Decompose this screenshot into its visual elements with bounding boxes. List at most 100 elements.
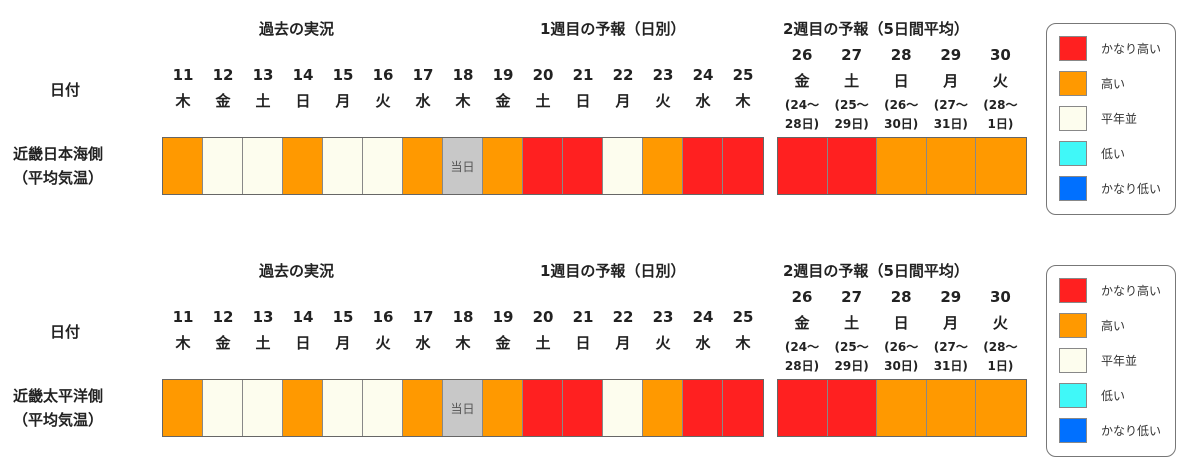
- weekday-label: 水: [695, 334, 711, 352]
- date-number: 17: [412, 308, 434, 326]
- legend-swatch: [1059, 71, 1087, 96]
- region-name: 近畿太平洋側: [13, 387, 104, 405]
- legend-label: 低い: [1101, 147, 1126, 161]
- temperature-cell: [523, 380, 563, 436]
- legend-item: かなり高い: [1059, 36, 1161, 61]
- date-number: 16: [372, 66, 394, 84]
- date-number: 22: [612, 66, 634, 84]
- region-name: 近畿日本海側: [13, 145, 104, 163]
- date-number: 13: [252, 308, 274, 326]
- period-range-start: (25〜: [834, 340, 869, 354]
- weekday-label: 金: [794, 314, 810, 332]
- weekday-label: 月: [615, 334, 631, 352]
- period-range-end: 1日): [987, 359, 1014, 373]
- date-number: 16: [372, 308, 394, 326]
- weekday-label: 水: [695, 92, 711, 110]
- date-number: 11: [172, 308, 194, 326]
- weekday-label: 土: [844, 72, 860, 90]
- temperature-cell: [683, 138, 723, 194]
- period-range-start: (28〜: [983, 98, 1018, 112]
- header-week1: 1週目の予報（日別）: [540, 262, 686, 280]
- date-number: 15: [332, 66, 354, 84]
- weekday-label: 金: [495, 334, 511, 352]
- weekday-label: 木: [455, 334, 471, 352]
- region-subtitle: （平均気温）: [13, 169, 104, 187]
- date-number: 29: [940, 288, 962, 306]
- weekday-label: 木: [175, 334, 191, 352]
- temperature-cell: [163, 138, 203, 194]
- region-subtitle: （平均気温）: [13, 411, 104, 429]
- temperature-cell: [723, 138, 763, 194]
- period-range-start: (26〜: [884, 340, 919, 354]
- temperature-cell: [643, 380, 683, 436]
- period-range-end: 28日): [784, 117, 820, 131]
- weekday-label: 火: [375, 334, 391, 352]
- temperature-cell: [403, 138, 443, 194]
- weekday-label: 日: [893, 72, 909, 90]
- temperature-cell: [163, 380, 203, 436]
- date-number: 19: [492, 308, 514, 326]
- today-cell: 当日: [443, 138, 483, 194]
- temperature-cell: [323, 380, 363, 436]
- temperature-cell: [926, 380, 977, 436]
- legend-label: 平年並: [1101, 354, 1138, 368]
- weekday-label: 金: [794, 72, 810, 90]
- legend-swatch: [1059, 176, 1087, 201]
- weekday-label: 日: [575, 92, 591, 110]
- temperature-cell: [203, 138, 243, 194]
- weekday-label: 木: [735, 92, 751, 110]
- weekday-label: 火: [375, 92, 391, 110]
- temperature-cell: [283, 380, 323, 436]
- header-past: 過去の実況: [259, 262, 335, 280]
- legend-item: 低い: [1059, 383, 1125, 408]
- temperature-cell: [778, 380, 828, 436]
- weekday-label: 木: [455, 92, 471, 110]
- weekday-label: 水: [415, 334, 431, 352]
- date-number: 24: [692, 66, 714, 84]
- legend-swatch: [1059, 348, 1087, 373]
- date-number: 28: [890, 46, 912, 64]
- weekday-label: 火: [992, 314, 1008, 332]
- header-week1: 1週目の予報（日別）: [540, 20, 686, 38]
- period-range-start: (27〜: [933, 340, 968, 354]
- temperature-cell: [243, 138, 283, 194]
- legend-item: 高い: [1059, 71, 1125, 96]
- date-label: 日付: [50, 81, 81, 99]
- temperature-cell: [323, 138, 363, 194]
- period-range-end: 31日): [933, 359, 968, 373]
- legend-item: 平年並: [1059, 106, 1137, 131]
- weekday-label: 水: [415, 92, 431, 110]
- header-past: 過去の実況: [259, 20, 335, 38]
- date-number: 29: [940, 46, 962, 64]
- weekday-label: 金: [215, 334, 231, 352]
- period-range-end: 30日): [884, 117, 919, 131]
- date-number: 20: [532, 66, 554, 84]
- date-number: 22: [612, 308, 634, 326]
- date-number: 25: [732, 66, 754, 84]
- date-number: 18: [452, 308, 474, 326]
- period-range-start: (25〜: [834, 98, 869, 112]
- temperature-cell: [363, 380, 403, 436]
- date-number: 18: [452, 66, 474, 84]
- legend-swatch: [1059, 278, 1087, 303]
- legend-item: かなり低い: [1059, 176, 1161, 201]
- temperature-cell: [877, 380, 927, 436]
- legend-label: かなり高い: [1101, 284, 1162, 298]
- weekday-label: 月: [335, 92, 351, 110]
- date-number: 30: [989, 46, 1011, 64]
- legend-swatch: [1059, 106, 1087, 131]
- temperature-cell: [603, 380, 643, 436]
- color-legend: かなり高い 高い 平年並 低い かなり低い: [1046, 265, 1176, 457]
- header-week2: 2週目の予報（5日間平均）: [783, 20, 969, 38]
- daily-temperature-bar: 当日: [162, 379, 764, 437]
- temperature-cell: [363, 138, 403, 194]
- date-number: 19: [492, 66, 514, 84]
- period-range-end: 1日): [987, 117, 1014, 131]
- weekday-label: 日: [575, 334, 591, 352]
- period-range-end: 29日): [834, 359, 869, 373]
- period-range-start: (24〜: [784, 98, 820, 112]
- temperature-cell: [483, 138, 523, 194]
- legend-item: かなり高い: [1059, 278, 1161, 303]
- date-number: 23: [652, 66, 674, 84]
- date-number: 11: [172, 66, 194, 84]
